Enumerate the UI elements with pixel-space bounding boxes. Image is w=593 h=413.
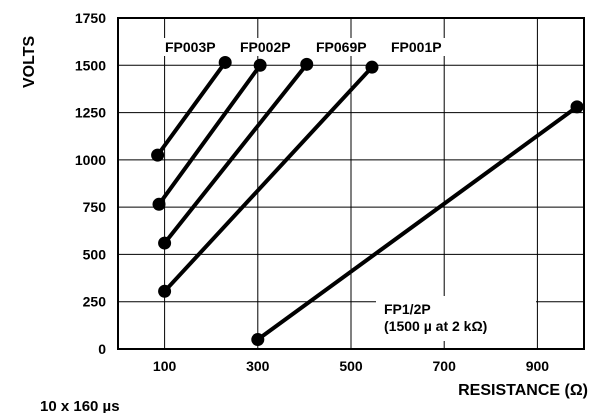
y-tick-label: 500	[83, 246, 107, 262]
series-line-fp002p	[157, 63, 263, 207]
x-tick-label: 900	[526, 358, 550, 374]
y-tick-label: 250	[83, 294, 107, 310]
x-tick-label: 100	[153, 358, 177, 374]
data-point	[365, 60, 379, 74]
series-line-fp069p	[162, 62, 309, 246]
series-label: FP003P	[165, 39, 216, 55]
plot-area-frame	[117, 17, 585, 350]
y-tick-label: 1000	[75, 152, 106, 168]
series-label: FP1/2P	[384, 301, 431, 317]
y-tick-label: 1250	[75, 105, 106, 121]
x-tick-label: 300	[246, 358, 270, 374]
data-point	[151, 148, 165, 162]
series-label: FP001P	[391, 39, 442, 55]
series-label-background	[238, 38, 308, 56]
data-point	[152, 197, 166, 211]
series-label: FP069P	[316, 39, 367, 55]
series-label-background	[389, 38, 459, 56]
data-point	[158, 284, 172, 298]
series-layer	[151, 55, 584, 347]
x-tick-label: 500	[339, 358, 363, 374]
series-annotation: (1500 µ at 2 kΩ)	[384, 318, 487, 334]
series-line-fp001p	[162, 65, 374, 294]
series-line-fp003p	[155, 60, 228, 158]
data-point	[253, 58, 267, 72]
series-labels: FP003P FP002P FP069P FP001P FP1/2P(1500 µ at…	[163, 38, 536, 341]
series-label-background	[163, 38, 233, 56]
y-axis-label: VOLTS	[21, 36, 38, 88]
data-point	[570, 100, 584, 114]
y-tick-label: 750	[83, 199, 107, 215]
series-line-fp1-2p	[255, 104, 580, 342]
series-label-background	[314, 38, 384, 56]
pulse-footnote: 10 x 160 µs	[40, 398, 120, 413]
x-tick-label: 700	[433, 358, 457, 374]
tick-labels: 0 250 500 750 1000 1250 1500 1750 100 300 500 700 90…	[75, 10, 549, 374]
y-tick-label: 1500	[75, 57, 106, 73]
series-label-background	[376, 296, 536, 341]
y-tick-label: 1750	[75, 10, 106, 26]
data-point	[218, 55, 232, 69]
series-label: FP002P	[240, 39, 291, 55]
data-point	[251, 333, 265, 347]
data-point	[158, 236, 172, 250]
y-tick-label: 0	[98, 341, 106, 357]
data-point	[300, 57, 314, 71]
x-axis-label: RESISTANCE (Ω)	[458, 382, 588, 399]
